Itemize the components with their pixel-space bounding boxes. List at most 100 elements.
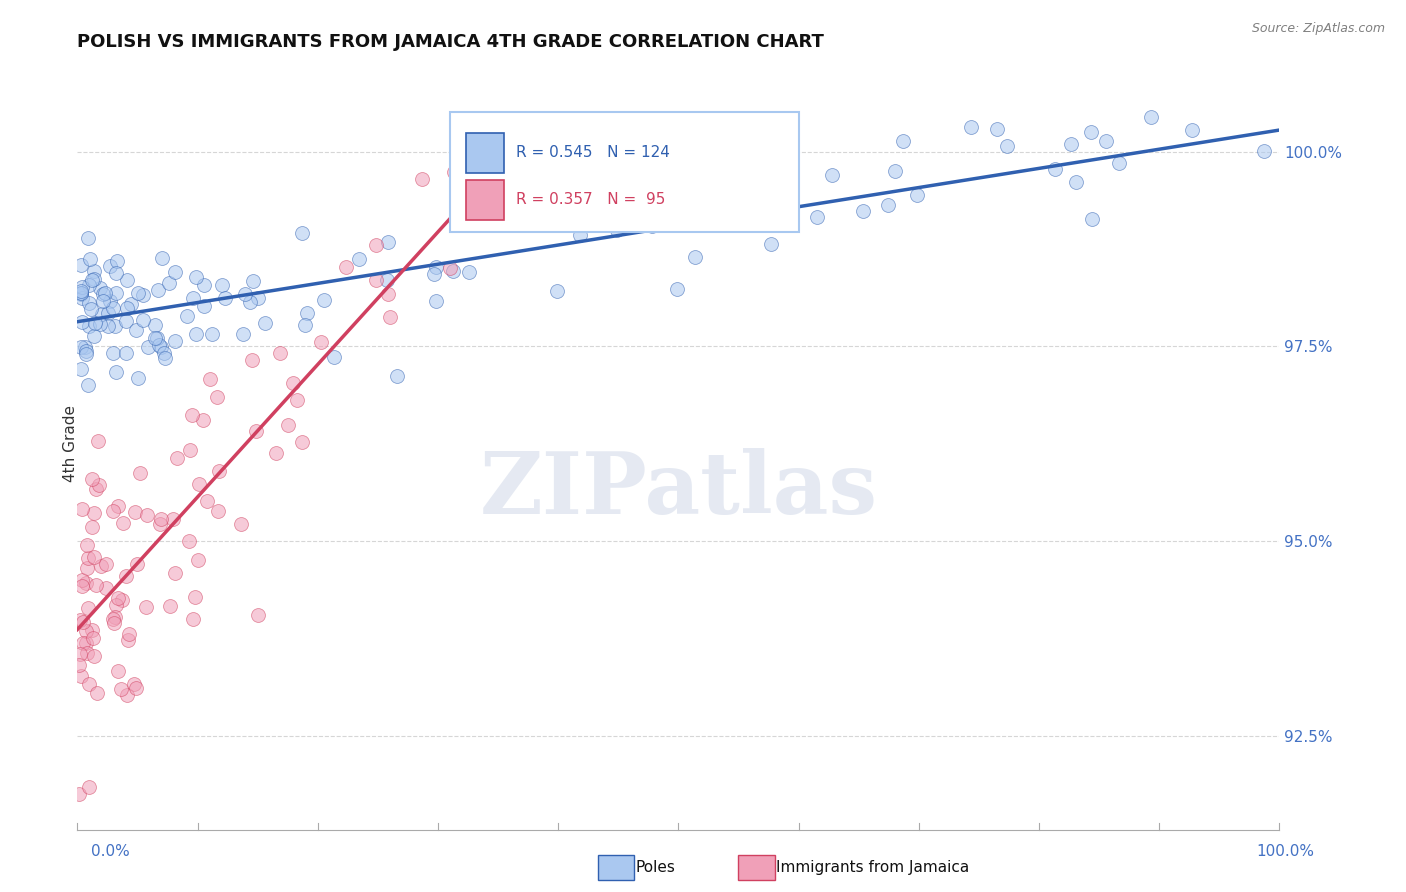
Point [852, 203, 875, 218]
Point [184, 270, 207, 285]
Point [411, 172, 433, 186]
Point [136, 508, 159, 522]
Point [387, 368, 409, 383]
Point [1045, 161, 1067, 176]
Text: Source: ZipAtlas.com: Source: ZipAtlas.com [1251, 22, 1385, 36]
Point [153, 345, 176, 359]
Point [90, 558, 112, 573]
Point [75, 636, 97, 650]
Point [242, 274, 264, 288]
Point [75, 343, 97, 358]
Point [124, 504, 146, 518]
Point [80, 273, 103, 287]
Point [77, 296, 100, 310]
Point [143, 318, 166, 332]
Point [93, 285, 115, 300]
Point [79, 278, 101, 293]
Point [70, 573, 93, 587]
Point [115, 346, 138, 360]
Point [641, 219, 664, 233]
Point [83, 649, 105, 664]
Point [1139, 110, 1161, 124]
Point [1108, 156, 1130, 170]
Point [77, 780, 100, 794]
Point [80, 472, 103, 486]
Point [159, 599, 181, 613]
Point [77, 600, 100, 615]
Point [150, 341, 173, 355]
Point [546, 284, 568, 298]
Point [375, 273, 398, 287]
Point [90, 307, 112, 321]
Point [69, 647, 91, 661]
Point [806, 210, 828, 224]
Point [239, 294, 262, 309]
Point [877, 198, 900, 212]
Point [364, 237, 387, 252]
Point [120, 297, 142, 311]
Point [127, 557, 149, 571]
Point [89, 281, 111, 295]
Point [115, 272, 138, 286]
Point [104, 609, 127, 624]
Point [122, 676, 145, 690]
Point [105, 286, 128, 301]
Point [103, 615, 125, 630]
Point [76, 646, 98, 660]
Point [425, 293, 447, 308]
Point [101, 346, 124, 360]
Point [101, 612, 124, 626]
Point [211, 278, 233, 293]
Point [84, 483, 107, 497]
Point [83, 317, 105, 331]
Point [77, 318, 100, 333]
Point [118, 627, 141, 641]
Point [96, 557, 118, 571]
Point [666, 283, 689, 297]
Point [1095, 134, 1118, 148]
Point [181, 612, 204, 626]
Point [471, 214, 494, 228]
Point [72, 579, 94, 593]
Point [905, 187, 928, 202]
Point [312, 293, 335, 307]
Point [759, 236, 782, 251]
Point [70, 292, 93, 306]
Point [214, 291, 236, 305]
Point [70, 286, 93, 301]
Point [76, 538, 98, 552]
Point [70, 258, 93, 272]
Point [127, 371, 149, 385]
Point [110, 593, 132, 607]
Point [77, 378, 100, 392]
Point [291, 226, 314, 240]
Text: 0.0%: 0.0% [91, 845, 131, 859]
Text: Immigrants from Jamaica: Immigrants from Jamaica [776, 860, 969, 874]
Point [457, 265, 479, 279]
Point [165, 265, 187, 279]
Point [162, 512, 184, 526]
Point [79, 252, 101, 267]
Point [335, 260, 357, 274]
Point [1060, 136, 1083, 151]
Text: 100.0%: 100.0% [1257, 845, 1315, 859]
Point [166, 450, 188, 465]
Point [111, 516, 134, 531]
Point [269, 346, 291, 360]
Point [295, 306, 318, 320]
Point [104, 318, 127, 333]
Point [441, 264, 464, 278]
Point [1253, 144, 1275, 158]
Point [77, 676, 100, 690]
Point [127, 285, 149, 300]
Point [179, 533, 201, 548]
Point [91, 294, 114, 309]
Point [70, 315, 93, 329]
Point [107, 253, 129, 268]
Point [264, 446, 287, 460]
Point [232, 326, 254, 341]
Point [187, 477, 209, 491]
Point [193, 299, 215, 313]
Point [285, 392, 308, 407]
Text: POLISH VS IMMIGRANTS FROM JAMAICA 4TH GRADE CORRELATION CHART: POLISH VS IMMIGRANTS FROM JAMAICA 4TH GR… [77, 33, 824, 51]
